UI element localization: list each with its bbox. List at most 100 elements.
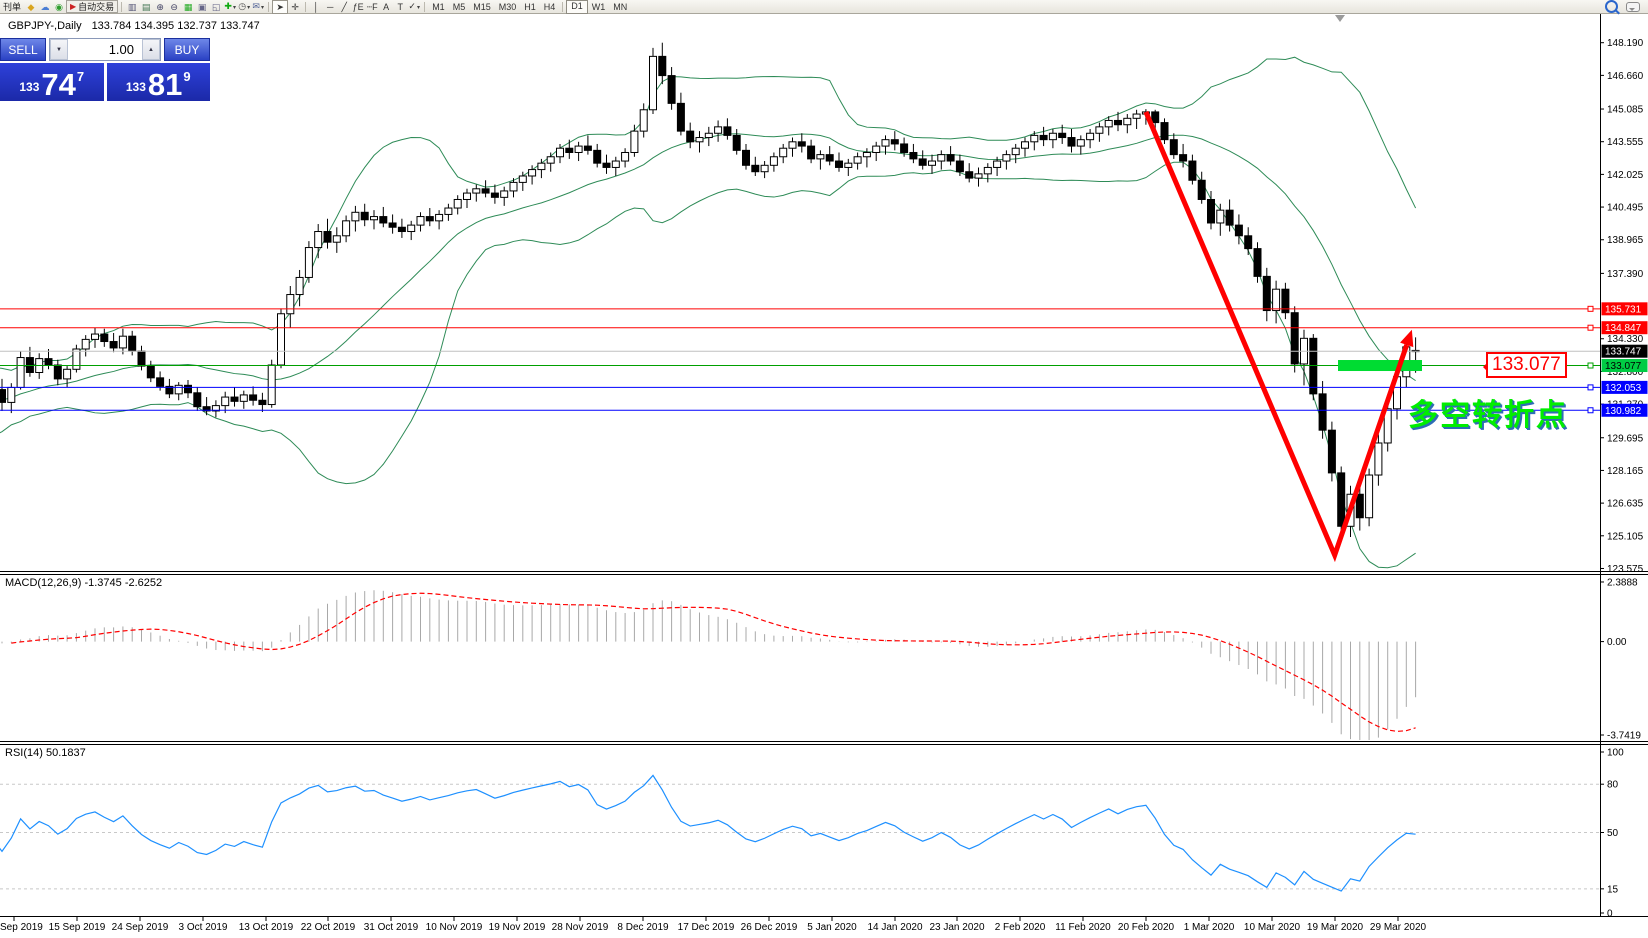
chart-shift-marker[interactable] (1335, 15, 1345, 22)
svg-text:29 Mar 2020: 29 Mar 2020 (1370, 922, 1427, 933)
volume-decrease-button[interactable]: ▼ (50, 39, 68, 60)
svg-text:143.555: 143.555 (1607, 137, 1644, 148)
price-callout-133077[interactable]: 133.077 (1483, 352, 1567, 378)
svg-text:132.053: 132.053 (1605, 383, 1642, 394)
svg-text:148.190: 148.190 (1607, 38, 1644, 49)
bollinger-upper-band (0, 56, 1417, 371)
horizontal-lines[interactable] (0, 305, 1600, 414)
timeframe-h4[interactable]: H4 (543, 1, 556, 12)
trend-arrow-annotation[interactable] (1143, 110, 1414, 563)
svg-text:28 Nov 2019: 28 Nov 2019 (552, 922, 609, 933)
hline-tool-icon[interactable]: ─ (326, 1, 334, 12)
autotrade-button[interactable]: ▶ 自动交易 (66, 0, 119, 13)
macd-signal-line (11, 592, 1416, 732)
zoom-in-icon[interactable]: ⊕ (156, 1, 164, 12)
volume-stepper: ▼ 1.00 ▲ (49, 38, 161, 61)
label-tool-icon[interactable]: T (397, 1, 403, 12)
arrows-tool-icon[interactable]: ✓▾ (408, 0, 420, 11)
timeframe-m5[interactable]: M5 (452, 1, 466, 12)
zoom-out-icon[interactable]: ⊖ (170, 1, 178, 12)
hline-handle-130.982 (1587, 407, 1594, 414)
cascade-windows-icon[interactable]: ▣ (197, 1, 207, 12)
new-order-icon[interactable]: ◆ (27, 1, 35, 12)
price-badge-133.747 (1601, 344, 1648, 358)
price-axis: 148.190 146.660 145.085 143.555 142.025 140.4… (1600, 38, 1648, 920)
chat-icon[interactable] (1626, 1, 1640, 12)
cursor-icon[interactable]: ➤ (272, 0, 289, 14)
crosshair-icon[interactable]: ✛ (291, 1, 299, 12)
support-zone-bar[interactable] (1338, 360, 1422, 372)
template-icon[interactable]: ✉▾ (252, 0, 264, 11)
cn-annotation-text: 多空转折点 (1408, 399, 1568, 432)
svg-text:142.025: 142.025 (1607, 170, 1644, 181)
toolbar-separator (424, 1, 426, 12)
bid-prefix: 133 (19, 80, 40, 94)
volume-value[interactable]: 1.00 (108, 42, 134, 57)
bollinger-middle-band (0, 133, 1416, 401)
tile-windows-icon[interactable]: ▦ (183, 1, 193, 12)
bid-price-panel[interactable]: 133 74 7 (0, 63, 104, 101)
volume-increase-button[interactable]: ▲ (142, 39, 160, 60)
ask-price-panel[interactable]: 133 81 9 (106, 63, 210, 102)
toolbar-separator (305, 1, 307, 12)
svg-text:Sep 2019: Sep 2019 (0, 922, 43, 933)
timeframe-d1[interactable]: D1 (566, 0, 588, 14)
svg-text:10 Nov 2019: 10 Nov 2019 (426, 922, 483, 933)
arrange-windows-icon[interactable]: ◱ (211, 1, 221, 12)
trendline-tool-icon[interactable]: ╱ (341, 1, 347, 12)
candle-chart-icon[interactable]: ▤ (141, 1, 151, 12)
cloud-icon[interactable]: ☁ (40, 1, 50, 12)
rsi-panel (0, 774, 1600, 892)
svg-text:13 Oct 2019: 13 Oct 2019 (239, 922, 294, 933)
bar-chart-icon[interactable]: ▥ (127, 1, 137, 12)
svg-text:133.077: 133.077 (1605, 361, 1642, 372)
sell-button[interactable]: SELL (0, 38, 46, 61)
text-tool-icon[interactable]: A (383, 1, 390, 12)
one-click-trade-panel: SELL ▼ 1.00 ▲ BUY 133 74 7 133 81 9 (0, 38, 210, 101)
svg-text:20 Feb 2020: 20 Feb 2020 (1118, 922, 1175, 933)
timeframe-mn[interactable]: MN (613, 1, 628, 12)
bid-main: 74 (41, 66, 76, 102)
autotrade-button-label: 自动交易 (78, 2, 115, 12)
svg-text:15 Sep 2019: 15 Sep 2019 (49, 922, 106, 933)
search-icon[interactable] (1605, 0, 1618, 13)
svg-text:130.982: 130.982 (1605, 406, 1642, 417)
svg-text:11 Feb 2020: 11 Feb 2020 (1055, 922, 1111, 933)
hline-handle-132.053 (1587, 384, 1594, 391)
timeframe-h1[interactable]: H1 (524, 1, 536, 12)
svg-text:3 Oct 2019: 3 Oct 2019 (179, 922, 228, 933)
buy-button[interactable]: BUY (164, 38, 210, 61)
svg-text:129.695: 129.695 (1607, 433, 1644, 444)
fibonacci-tool-icon[interactable]: ┄F (366, 1, 378, 12)
hline-handle-134.847 (1587, 324, 1594, 331)
timeframe-m30[interactable]: M30 (498, 1, 517, 12)
timeframe-w1[interactable]: W1 (591, 1, 606, 12)
ask-pip: 9 (183, 69, 191, 84)
dropdown-arrow-icon: ▾ (260, 4, 264, 11)
ask-main: 81 (147, 66, 183, 102)
period-icon[interactable]: ◷▾ (238, 0, 251, 11)
channel-tool-icon[interactable]: ƒE (352, 1, 364, 12)
svg-text:19 Mar 2020: 19 Mar 2020 (1307, 922, 1364, 933)
rsi-line (0, 774, 1416, 892)
timeframe-m15[interactable]: M15 (473, 1, 491, 12)
date-axis: Sep 2019 15 Sep 2019 24 Sep 2019 3 Oct 2019… (0, 916, 1427, 933)
sound-icon[interactable]: ◉ (55, 1, 63, 12)
svg-text:19 Nov 2019: 19 Nov 2019 (489, 922, 546, 933)
price-badge-130.982 (1601, 403, 1648, 417)
svg-text:22 Oct 2019: 22 Oct 2019 (301, 922, 356, 933)
svg-text:5 Jan 2020: 5 Jan 2020 (807, 922, 857, 933)
svg-text:132.800: 132.800 (1607, 367, 1644, 378)
vline-tool-icon[interactable]: │ (313, 1, 319, 12)
new-order-label: 刊单 (3, 2, 22, 12)
svg-text:0.00: 0.00 (1607, 637, 1627, 648)
add-indicator-icon[interactable]: ✚▾ (224, 0, 236, 11)
svg-text:134.847: 134.847 (1605, 323, 1642, 334)
svg-text:0: 0 (1607, 909, 1613, 920)
dropdown-arrow-icon: ▾ (247, 4, 251, 11)
toolbar-separator (121, 1, 123, 12)
timeframe-m1[interactable]: M1 (432, 1, 445, 12)
svg-text:145.085: 145.085 (1607, 105, 1644, 116)
